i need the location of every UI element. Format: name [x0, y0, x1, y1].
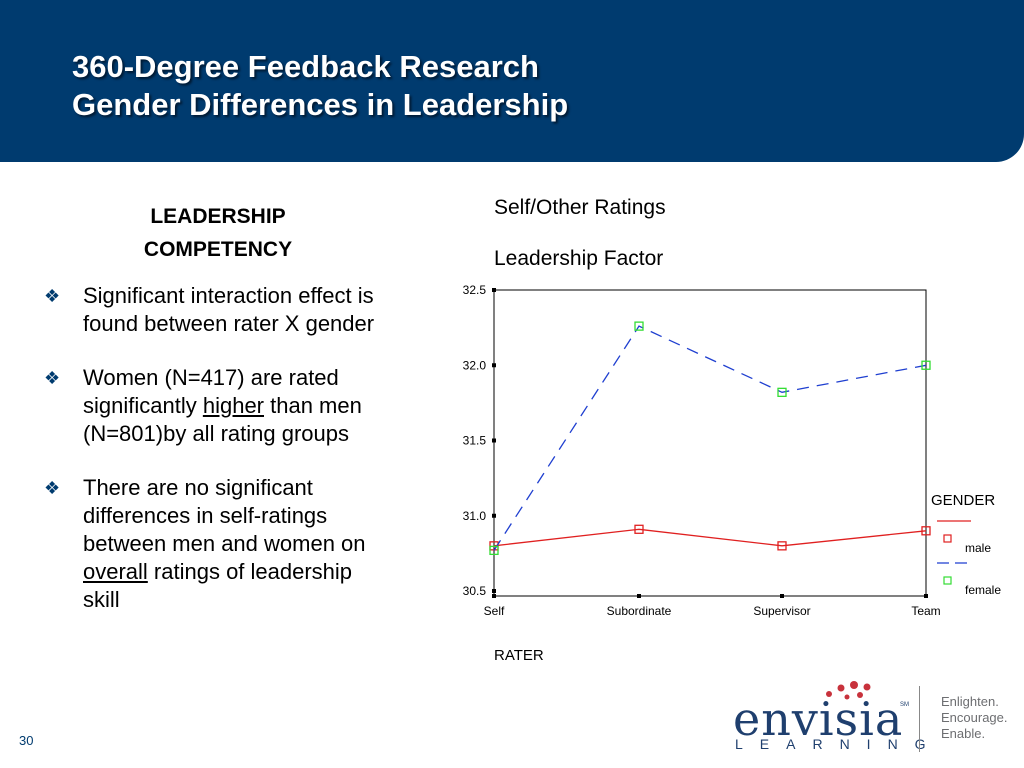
bullet-text-end: than men (N=801)by all rating groups: [83, 393, 362, 446]
legend-label-female: female: [965, 583, 1001, 597]
y-tick-label: 32.0: [463, 358, 487, 372]
y-tick-label: 31.0: [463, 509, 487, 523]
bullet-item: ❖ Significant interaction effect is foun…: [44, 282, 394, 338]
logo-subtitle: LEARNING: [735, 736, 943, 752]
data-point-female: [634, 321, 644, 331]
logo-divider: [919, 686, 920, 752]
bullet-text-end: ratings of leadership skill: [83, 559, 353, 612]
logo-wordmark: envisia: [733, 692, 904, 746]
data-point-male: [921, 526, 931, 536]
legend-label-male: male: [965, 541, 991, 555]
x-tick-label: Subordinate: [607, 604, 672, 618]
data-point-female: [489, 545, 499, 556]
header-banner: 360-Degree Feedback Research Gender Diff…: [0, 0, 1024, 162]
competency-heading-line1: LEADERSHIP: [150, 205, 286, 228]
data-point-female: [921, 360, 931, 370]
y-tick-mark: [492, 288, 496, 292]
y-tick-mark: [492, 589, 496, 593]
x-tick-mark: [637, 594, 641, 598]
logo-service-mark: SM: [900, 702, 909, 708]
logo-tagline: Enlighten. Encourage. Enable.: [941, 694, 1008, 742]
slide-title-line1: 360-Degree Feedback Research: [72, 49, 539, 84]
x-tick-label: Self: [484, 604, 505, 618]
legend-title: GENDER: [931, 492, 995, 509]
series-line-male: [493, 528, 927, 547]
chart-title-line2: Leadership Factor: [494, 247, 664, 270]
x-tick-mark: [780, 594, 784, 598]
legend-marker-female: [943, 576, 952, 585]
data-point-male: [777, 541, 787, 551]
legend-marker-male: [943, 534, 952, 543]
tagline-line: Enlighten.: [941, 694, 999, 709]
x-tick-label: Supervisor: [753, 604, 810, 618]
plot-frame: [493, 289, 927, 597]
bullet-emphasis: higher: [202, 393, 264, 418]
bullet-list: ❖ Significant interaction effect is foun…: [44, 282, 394, 640]
diamond-bullet-icon: ❖: [44, 286, 61, 306]
competency-heading-line2: COMPETENCY: [143, 238, 293, 261]
page-number: 30: [19, 733, 34, 748]
x-axis-label: RATER: [494, 647, 544, 664]
y-tick-label: 32.5: [463, 283, 487, 297]
chart-title-line1: Self/Other Ratings: [494, 196, 666, 219]
x-tick-mark: [924, 594, 928, 598]
tagline-line: Encourage.: [941, 710, 1008, 725]
bullet-text: Significant interaction effect is found …: [83, 283, 375, 336]
x-tick-label: Team: [911, 604, 940, 618]
x-tick-mark: [492, 594, 496, 598]
bullet-text: There are no significant differences in …: [83, 475, 366, 556]
y-tick-mark: [492, 363, 496, 368]
envisia-logo: envisia SM LEARNING Enlighten. Encourage…: [733, 680, 1023, 760]
logo-dots-icon: [826, 681, 871, 700]
y-tick-mark: [492, 438, 496, 443]
series-line-female: [493, 325, 927, 551]
diamond-bullet-icon: ❖: [44, 478, 61, 498]
bullet-item: ❖ Women (N=417) are rated significantly …: [44, 364, 394, 448]
diamond-bullet-icon: ❖: [44, 368, 61, 388]
data-point-female: [777, 387, 787, 397]
y-tick-label: 31.5: [463, 434, 487, 448]
bullet-emphasis: overall: [83, 559, 148, 584]
competency-heading: LEADERSHIP COMPETENCY: [98, 200, 338, 266]
slide-title: 360-Degree Feedback Research Gender Diff…: [72, 48, 568, 124]
y-tick-label: 30.5: [463, 584, 487, 598]
bullet-text: Women (N=417) are rated significantly: [83, 365, 339, 418]
bullet-item: ❖ There are no significant differences i…: [44, 474, 394, 614]
tagline-line: Enable.: [941, 726, 986, 741]
slide-title-line2: Gender Differences in Leadership: [72, 87, 569, 122]
data-point-male: [634, 524, 644, 534]
y-tick-mark: [492, 513, 496, 518]
